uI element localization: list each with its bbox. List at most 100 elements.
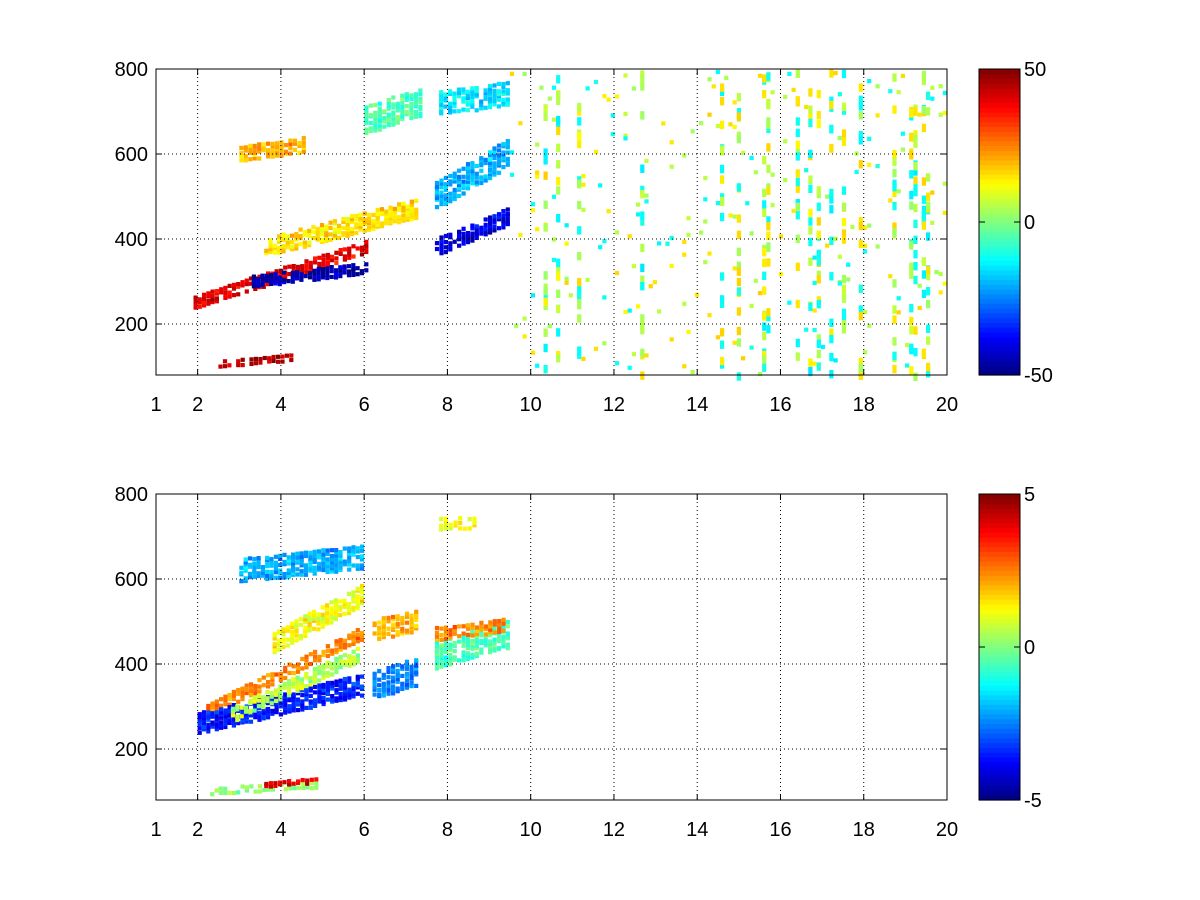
y-tick-label: 400: [115, 229, 148, 251]
heatmap-cell: [268, 247, 273, 252]
heatmap-cell: [342, 598, 347, 604]
heatmap-cell: [307, 240, 312, 245]
heatmap-cell: [321, 652, 326, 657]
heatmap-cell: [892, 179, 897, 188]
heatmap-cell: [372, 682, 377, 687]
heatmap-cell: [315, 231, 320, 236]
heatmap-cell: [492, 92, 497, 97]
heatmap-cell: [283, 697, 288, 703]
heatmap-cell: [413, 97, 418, 102]
heatmap-cell: [269, 563, 274, 568]
heatmap-cell: [305, 785, 310, 790]
heatmap-cell: [736, 214, 741, 223]
heatmap-cell: [795, 211, 800, 220]
heatmap-cell: [210, 293, 215, 298]
heatmap-cell: [505, 162, 510, 167]
heatmap-cell: [260, 565, 265, 570]
heatmap-cell: [307, 611, 312, 616]
heatmap-cell: [301, 149, 306, 154]
heatmap-cell: [736, 307, 741, 316]
heatmap-cell: [395, 621, 400, 627]
colorbar-swatch: [979, 608, 1020, 615]
heatmap-cell: [244, 712, 249, 717]
heatmap-cell: [505, 624, 510, 629]
heatmap-cell: [292, 141, 297, 146]
heatmap-cell: [314, 785, 319, 790]
heatmap-cell: [256, 561, 261, 567]
heatmap-cell: [264, 251, 269, 256]
heatmap-cell: [305, 781, 310, 786]
heatmap-cell: [474, 628, 480, 634]
heatmap-cell: [295, 558, 300, 563]
heatmap-cell: [556, 214, 561, 223]
heatmap-cell: [307, 625, 312, 630]
heatmap-cell: [297, 150, 302, 155]
heatmap-cell: [261, 716, 266, 721]
heatmap-cell: [288, 141, 293, 146]
heatmap-cell: [299, 272, 304, 277]
colorbar-swatch: [979, 140, 1020, 147]
heatmap-cell: [355, 594, 360, 599]
heatmap-cell: [299, 572, 304, 577]
heatmap-cell: [287, 704, 292, 709]
heatmap-cell: [682, 301, 687, 306]
heatmap-cell: [461, 166, 466, 171]
heatmap-cell: [197, 712, 202, 717]
heatmap-cell: [766, 242, 771, 251]
heatmap-cell: [210, 289, 215, 294]
y-tick-label: 800: [115, 59, 148, 81]
heatmap-cell: [858, 239, 863, 249]
heatmap-cell: [461, 638, 466, 643]
heatmap-cell: [286, 570, 291, 575]
heatmap-cell: [300, 666, 305, 671]
heatmap-cell: [862, 350, 868, 355]
heatmap-cell: [640, 189, 645, 199]
heatmap-cell: [266, 787, 271, 792]
colorbar-swatch: [979, 522, 1020, 529]
heatmap-cell: [556, 90, 561, 99]
heatmap-cell: [395, 632, 400, 637]
heatmap-cell: [303, 563, 309, 568]
heatmap-cell: [808, 366, 813, 376]
heatmap-cell: [749, 345, 754, 350]
heatmap-cell: [413, 112, 418, 117]
heatmap-cell: [409, 105, 414, 110]
heatmap-cell: [299, 554, 304, 559]
heatmap-cell: [690, 129, 695, 134]
heatmap-cell: [816, 89, 821, 99]
heatmap-cell: [351, 641, 356, 646]
heatmap-cell: [926, 201, 931, 210]
heatmap-cell: [483, 226, 488, 232]
heatmap-cell: [367, 225, 372, 230]
heatmap-cell: [291, 570, 296, 575]
heatmap-cell: [465, 240, 471, 245]
heatmap-cell: [386, 626, 391, 631]
heatmap-cell: [795, 338, 800, 348]
heatmap-cell: [315, 235, 320, 240]
grid: [156, 69, 947, 375]
heatmap-cell: [347, 657, 352, 662]
heatmap-cell: [452, 171, 457, 176]
heatmap-cell: [355, 659, 360, 664]
heatmap-cell: [355, 628, 360, 633]
heatmap-cell: [762, 312, 767, 321]
heatmap-cell: [377, 692, 382, 697]
heatmap-cell: [304, 259, 309, 264]
heatmap-cell: [858, 217, 863, 226]
heatmap-cell: [347, 643, 352, 648]
heatmap-cell: [448, 182, 453, 187]
heatmap-cell: [377, 109, 382, 114]
heatmap-cell: [248, 682, 254, 687]
heatmap-cell: [770, 90, 775, 95]
heatmap-cell: [543, 343, 548, 353]
heatmap-cell: [457, 634, 462, 639]
colorbar-swatch: [979, 107, 1020, 113]
heatmap-cell: [414, 626, 419, 631]
heatmap-cell: [518, 121, 523, 126]
colorbar-swatch: [979, 541, 1020, 548]
heatmap-cell: [206, 729, 211, 734]
heatmap-cell: [290, 621, 295, 626]
heatmap-cell: [404, 92, 409, 97]
heatmap-cell: [457, 168, 462, 173]
heatmap-cell: [317, 658, 322, 663]
